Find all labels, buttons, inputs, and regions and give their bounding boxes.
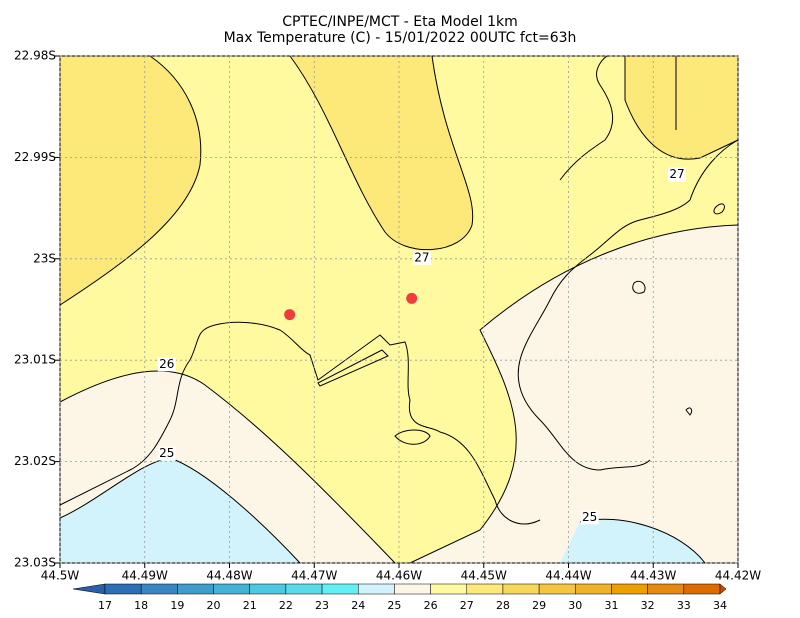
- colorbar-label: 29: [532, 599, 546, 612]
- location-marker: [406, 292, 418, 304]
- x-tick-label: 44.5W: [41, 569, 80, 583]
- colorbar-label: 21: [243, 599, 257, 612]
- colorbar-label: 24: [351, 599, 365, 612]
- colorbar-box: [502, 583, 540, 595]
- contour-label: 25: [582, 510, 597, 524]
- colorbar-label: 28: [496, 599, 510, 612]
- colorbar-label: 23: [315, 599, 329, 612]
- region-27-28: [290, 56, 473, 250]
- colorbar-label: 18: [134, 599, 148, 612]
- island: [394, 429, 431, 445]
- coastline: [59, 321, 541, 525]
- x-tick-label: 44.42W: [715, 569, 761, 583]
- colorbar-box: [683, 583, 721, 595]
- colorbar-label: 22: [279, 599, 293, 612]
- colorbar-box: [104, 583, 142, 595]
- colorbar-box: [394, 583, 431, 595]
- contour-label-bg: [157, 446, 176, 461]
- colorbar-label: 26: [424, 599, 438, 612]
- colorbar-label: 30: [568, 599, 582, 612]
- colorbar-label: 32: [641, 599, 655, 612]
- contour-label: 25: [159, 446, 174, 460]
- subtitle: Max Temperature (C) - 15/01/2022 00UTC f…: [224, 30, 577, 46]
- colorbar-box: [140, 583, 178, 595]
- region-24-25: [60, 458, 300, 563]
- y-tick-label: 23S: [33, 251, 56, 265]
- colorbar-box: [611, 583, 648, 595]
- colorbar-box: [466, 583, 504, 595]
- colorbar-label: 27: [460, 599, 474, 612]
- coastline: [317, 349, 389, 387]
- x-tick-label: 44.46W: [376, 569, 422, 583]
- x-tick-label: 44.43W: [630, 569, 676, 583]
- contour-line: [289, 55, 474, 251]
- colorbar-box: [249, 583, 287, 595]
- coastline: [517, 55, 739, 471]
- contour-line: [624, 56, 739, 160]
- contour-label: 26: [159, 357, 174, 371]
- x-tick-label: 44.44W: [545, 569, 591, 583]
- contour-line: [59, 370, 396, 564]
- contour-label: 27: [414, 250, 429, 264]
- y-tick-label: 22.98S: [14, 49, 56, 63]
- colorbar-box: [321, 583, 359, 595]
- colorbar-label: 31: [604, 599, 618, 612]
- colorbar-box: [538, 583, 576, 595]
- colorbar-label: 20: [207, 599, 221, 612]
- y-tick-label: 23.01S: [14, 353, 56, 367]
- colorbar-arrow: [72, 583, 106, 595]
- y-tick-label: 23.02S: [14, 454, 56, 468]
- contour-line: [409, 224, 739, 564]
- colorbar-label: 33: [677, 599, 691, 612]
- x-tick-label: 44.45W: [461, 569, 507, 583]
- colorbar-box: [213, 583, 250, 595]
- colorbar-box: [285, 583, 323, 595]
- colorbar-box: [647, 583, 685, 595]
- location-marker: [284, 309, 296, 321]
- contour-label-bg: [412, 250, 431, 265]
- contour-label: 27: [669, 167, 684, 181]
- y-tick-label: 22.99S: [14, 150, 56, 164]
- contour-label-bg: [580, 510, 599, 525]
- colorbar-box: [430, 583, 468, 595]
- region-25-26: [410, 225, 738, 563]
- x-tick-label: 44.47W: [291, 569, 337, 583]
- region-24-25: [560, 519, 705, 563]
- colorbar-box: [575, 583, 612, 595]
- coastline: [59, 55, 739, 525]
- x-tick-label: 44.48W: [206, 569, 252, 583]
- colorbar-arrow: [719, 583, 727, 595]
- contour-label-bg: [157, 357, 176, 372]
- colorbar-box: [177, 583, 214, 595]
- colorbar-label: 17: [98, 599, 112, 612]
- region-27-28: [60, 56, 201, 305]
- y-tick-label: 23.03S: [14, 556, 56, 570]
- map-fill: [60, 56, 738, 563]
- title: CPTEC/INPE/MCT - Eta Model 1km: [282, 14, 518, 30]
- contours: [59, 55, 739, 564]
- coastline: [632, 203, 725, 416]
- contour-line: [59, 55, 202, 306]
- colorbar-label: 34: [713, 599, 727, 612]
- colorbar-box: [357, 583, 395, 595]
- x-tick-label: 44.49W: [122, 569, 168, 583]
- colorbar-label: 25: [387, 599, 401, 612]
- contour-label-bg: [667, 167, 686, 182]
- colorbar-label: 19: [170, 599, 184, 612]
